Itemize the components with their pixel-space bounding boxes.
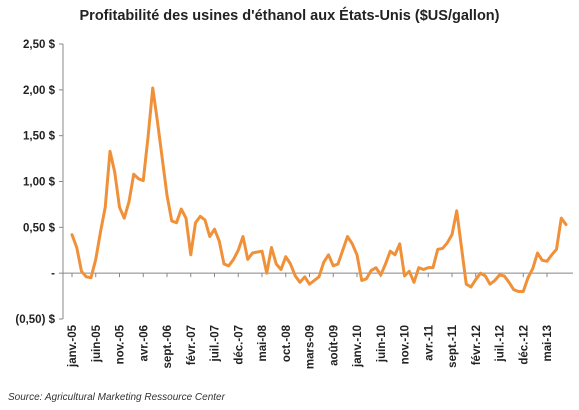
x-tick-label: mai-13	[542, 325, 554, 361]
x-tick-label: nov.-05	[115, 324, 127, 364]
y-axis-ticks: 2,50 $ 2,00 $ 1,50 $ 1,00 $ 0,50 $ - (0,50) $	[15, 39, 63, 326]
y-tick-label: -	[51, 268, 55, 280]
x-tick-label: juil.-07	[210, 325, 222, 362]
source-note: Source: Agricultural Marketing Ressource…	[8, 392, 225, 403]
x-tick-label: oct.-08	[281, 324, 293, 362]
x-tick-label: août-09	[328, 325, 340, 366]
x-tick-label: mai-08	[257, 324, 269, 361]
x-tick-label: févr.-07	[186, 325, 198, 365]
x-tick-label: avr.-06	[138, 325, 150, 361]
x-tick-label: mars-09	[305, 325, 317, 369]
x-tick-label: févr.-12	[471, 325, 483, 365]
x-tick-label: avr.-11	[423, 324, 435, 360]
x-tick-label: déc.-07	[233, 325, 245, 365]
x-tick-label: sept.-06	[162, 325, 174, 368]
x-tick-label: sept.-11	[447, 324, 459, 367]
y-tick-label: 2,00 $	[23, 85, 56, 97]
series-layer	[70, 86, 568, 293]
x-tick-label: janv.-10	[352, 325, 364, 368]
y-tick-label: (0,50) $	[15, 314, 55, 326]
x-axis-ticks: janv.-05 juin-05 nov.-05 avr.-06 sept.-06 fév…	[67, 273, 554, 369]
y-tick-label: 1,00 $	[23, 177, 56, 189]
x-tick-label: juil.-12	[495, 325, 507, 362]
chart-title: Profitabilité des usines d'éthanol aux É…	[79, 8, 500, 24]
series-line	[70, 86, 568, 293]
x-tick-label: janv.-05	[67, 324, 79, 368]
x-tick-label: nov.-10	[400, 325, 412, 364]
x-tick-label: juin-05	[91, 324, 103, 363]
y-tick-label: 2,50 $	[23, 39, 56, 51]
x-tick-label: déc.-12	[518, 325, 530, 365]
x-tick-label: juin-10	[376, 325, 388, 363]
y-tick-label: 0,50 $	[23, 222, 56, 234]
y-tick-label: 1,50 $	[23, 131, 56, 143]
